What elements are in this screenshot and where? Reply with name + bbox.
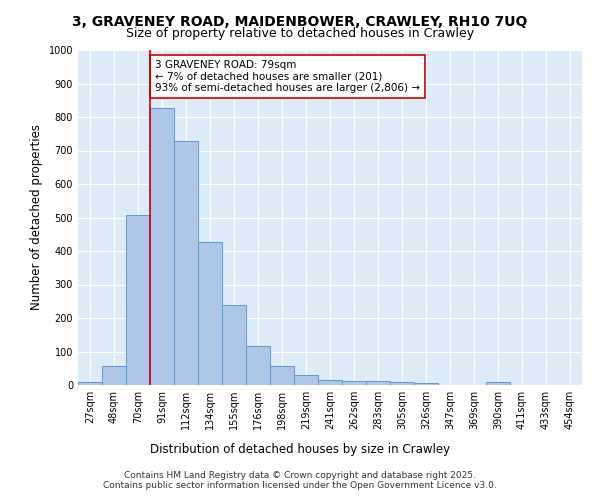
Bar — [366, 380, 390, 385]
Bar — [198, 242, 222, 385]
Text: 3 GRAVENEY ROAD: 79sqm
← 7% of detached houses are smaller (201)
93% of semi-det: 3 GRAVENEY ROAD: 79sqm ← 7% of detached … — [155, 60, 420, 93]
Y-axis label: Number of detached properties: Number of detached properties — [30, 124, 43, 310]
Text: Distribution of detached houses by size in Crawley: Distribution of detached houses by size … — [150, 442, 450, 456]
Bar — [78, 382, 102, 385]
Bar — [342, 382, 366, 385]
Bar — [174, 141, 198, 385]
Bar — [486, 382, 510, 385]
Bar — [222, 306, 246, 385]
Text: 3, GRAVENEY ROAD, MAIDENBOWER, CRAWLEY, RH10 7UQ: 3, GRAVENEY ROAD, MAIDENBOWER, CRAWLEY, … — [73, 15, 527, 29]
Text: Contains HM Land Registry data © Crown copyright and database right 2025.
Contai: Contains HM Land Registry data © Crown c… — [103, 470, 497, 490]
Bar — [246, 346, 270, 385]
Bar — [126, 215, 150, 385]
Bar — [414, 384, 438, 385]
Bar — [270, 366, 294, 385]
Bar — [294, 375, 318, 385]
Bar — [150, 108, 174, 385]
Text: Size of property relative to detached houses in Crawley: Size of property relative to detached ho… — [126, 28, 474, 40]
Bar — [318, 380, 342, 385]
Bar — [102, 366, 126, 385]
Bar — [390, 382, 414, 385]
